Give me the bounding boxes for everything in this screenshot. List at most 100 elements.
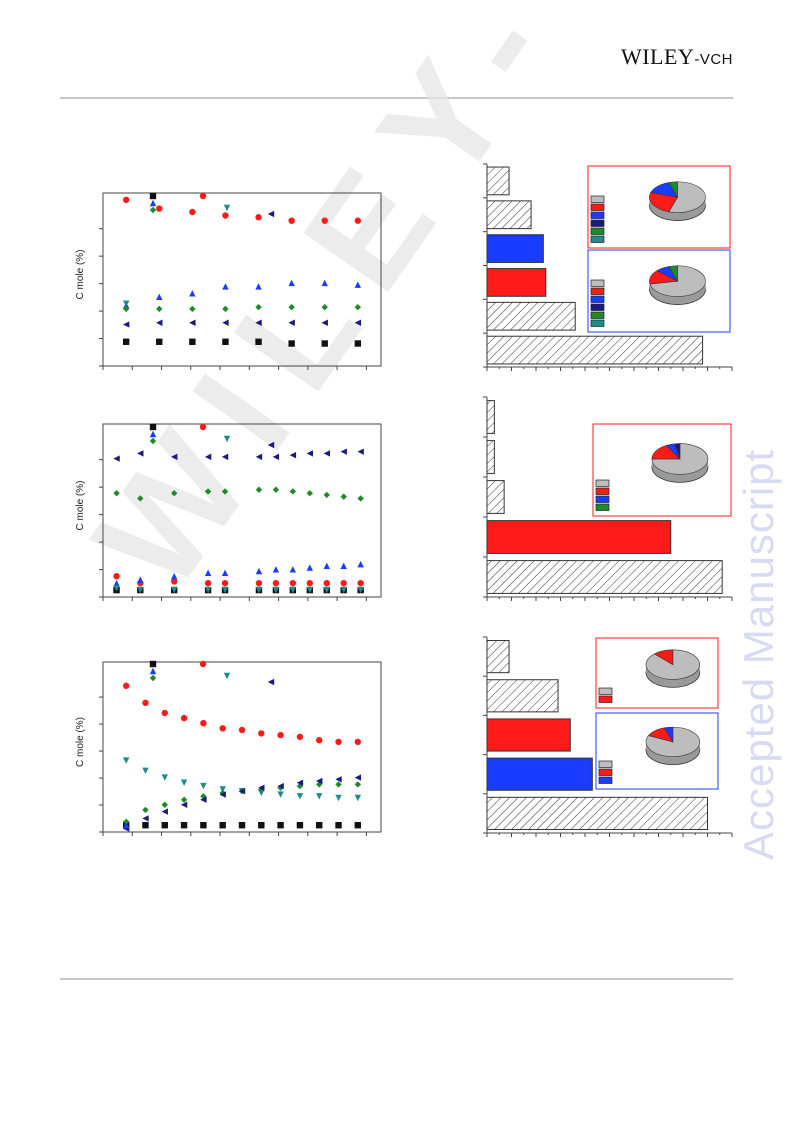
bar-blue bbox=[486, 757, 593, 791]
bar-hatch bbox=[486, 679, 559, 713]
inset-legend-swatch-green bbox=[590, 227, 605, 235]
data-point-black bbox=[200, 822, 207, 829]
data-point-green bbox=[170, 490, 178, 497]
legend-marker-black bbox=[149, 660, 157, 668]
legend-marker-green bbox=[149, 674, 157, 682]
data-point-red bbox=[289, 579, 297, 587]
data-point-navy bbox=[272, 453, 280, 461]
scatter-plot-frame bbox=[102, 423, 382, 598]
bar-hatch bbox=[486, 335, 704, 365]
data-point-red bbox=[296, 733, 304, 740]
data-point-navy bbox=[161, 808, 168, 815]
data-point-teal bbox=[122, 300, 130, 307]
bar-hatch bbox=[486, 440, 495, 474]
scatter-plot-frame bbox=[102, 661, 382, 833]
data-point-black bbox=[219, 822, 226, 829]
data-point-black bbox=[189, 338, 196, 345]
data-point-navy bbox=[288, 319, 295, 326]
publisher-logo: WILEY-VCH bbox=[621, 44, 733, 70]
legend-marker-black bbox=[149, 192, 157, 200]
data-point-red bbox=[113, 573, 120, 580]
inset-legend-swatch-blue bbox=[590, 211, 605, 219]
footer-rule bbox=[60, 978, 733, 980]
data-point-blue bbox=[289, 566, 297, 573]
data-point-red bbox=[189, 208, 196, 216]
data-point-teal bbox=[161, 774, 168, 781]
data-point-blue bbox=[323, 562, 330, 570]
bar-blue bbox=[486, 234, 544, 263]
inset-legend-swatch-red bbox=[598, 695, 613, 703]
data-point-red bbox=[340, 579, 347, 587]
data-point-teal bbox=[335, 794, 342, 802]
data-point-red bbox=[354, 738, 362, 746]
data-point-navy bbox=[122, 321, 130, 328]
data-point-green bbox=[222, 305, 229, 313]
data-point-navy bbox=[258, 784, 265, 791]
data-point-red bbox=[142, 699, 149, 706]
bar-hatch bbox=[486, 560, 723, 594]
data-point-green bbox=[277, 784, 284, 791]
data-point-navy bbox=[335, 776, 342, 783]
data-point-teal bbox=[180, 779, 188, 786]
inset-legend-swatch-gray bbox=[595, 479, 610, 487]
data-point-teal bbox=[113, 585, 120, 592]
data-point-blue bbox=[221, 569, 229, 576]
legend-marker-teal bbox=[223, 435, 231, 443]
data-point-red bbox=[238, 726, 246, 734]
data-point-teal bbox=[219, 786, 226, 793]
data-point-red bbox=[219, 725, 226, 732]
data-point-blue bbox=[204, 569, 212, 576]
bar-red bbox=[486, 520, 672, 554]
data-point-black bbox=[354, 340, 362, 347]
data-point-blue bbox=[354, 281, 362, 288]
y-axis-label: C mole (%) bbox=[75, 249, 86, 299]
data-point-green bbox=[306, 490, 314, 497]
data-point-red bbox=[122, 682, 130, 689]
data-point-green bbox=[335, 781, 342, 788]
inset-legend-swatch-gray bbox=[598, 760, 613, 768]
legend-marker-blue bbox=[149, 199, 157, 207]
data-point-navy bbox=[170, 453, 178, 461]
inset-legend-swatch-red bbox=[598, 768, 613, 776]
legend-marker-red bbox=[199, 192, 207, 200]
data-point-black bbox=[258, 822, 265, 829]
data-point-blue bbox=[340, 562, 347, 570]
data-point-teal bbox=[357, 586, 364, 594]
data-point-blue bbox=[255, 567, 263, 575]
data-point-navy bbox=[222, 319, 229, 326]
data-point-blue bbox=[272, 566, 280, 573]
data-point-navy bbox=[289, 451, 297, 459]
data-point-navy bbox=[340, 448, 347, 455]
inset-legend-swatch-gray bbox=[590, 279, 605, 287]
bar-hatch bbox=[486, 200, 532, 230]
inset-legend-swatch-blue bbox=[595, 495, 610, 503]
inset-frame-blue bbox=[587, 249, 731, 333]
inset-legend-swatch-gray bbox=[590, 195, 605, 203]
data-point-blue bbox=[189, 290, 196, 297]
data-point-red bbox=[161, 709, 168, 717]
data-point-green bbox=[316, 781, 323, 788]
data-point-green bbox=[122, 305, 130, 313]
legend-marker-blue bbox=[149, 430, 157, 438]
data-point-black bbox=[288, 340, 295, 347]
data-point-teal bbox=[200, 782, 207, 790]
data-point-red bbox=[255, 579, 263, 587]
inset-legend-swatch-navy bbox=[590, 219, 605, 227]
data-point-green bbox=[255, 303, 262, 311]
inset-legend-swatch-green bbox=[595, 503, 610, 511]
data-point-red bbox=[272, 579, 280, 587]
data-point-navy bbox=[323, 450, 330, 457]
data-point-navy bbox=[113, 455, 120, 462]
legend-marker-blue bbox=[149, 667, 157, 675]
inset-legend-swatch-red bbox=[590, 287, 605, 295]
data-point-red bbox=[354, 217, 362, 224]
data-point-blue bbox=[357, 560, 364, 568]
data-point-navy bbox=[219, 791, 226, 798]
data-point-green bbox=[272, 486, 280, 493]
data-point-teal bbox=[340, 586, 347, 594]
data-point-green bbox=[354, 303, 362, 311]
data-point-navy bbox=[354, 319, 362, 326]
legend-marker-green bbox=[149, 206, 157, 214]
data-point-navy bbox=[180, 801, 188, 808]
